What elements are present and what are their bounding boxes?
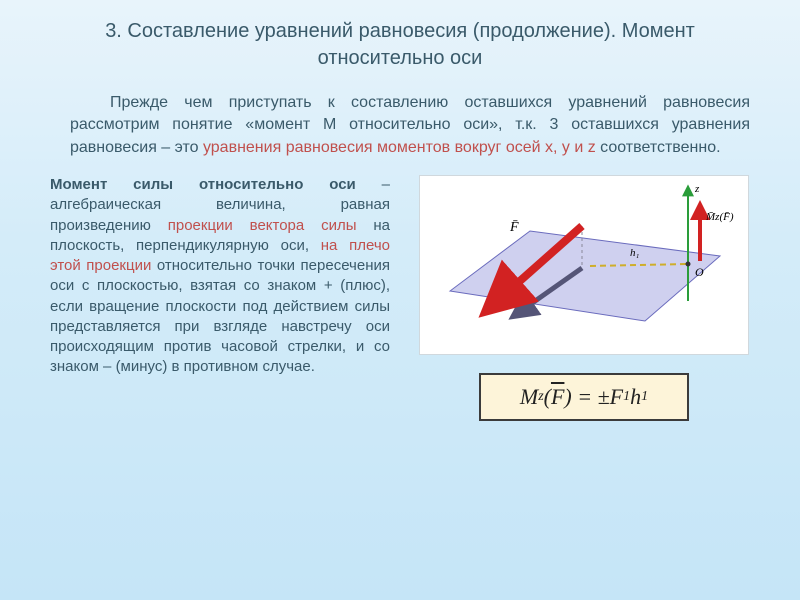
formula-pm: ± (598, 384, 610, 410)
plane (450, 231, 720, 321)
intro-highlight: уравнения равновесия моментов вокруг осе… (203, 139, 596, 156)
label-z: z (694, 183, 700, 195)
def-bold: Момент силы относительно оси (50, 176, 356, 193)
label-O: O (695, 265, 704, 279)
intro-text-2: соответственно. (596, 139, 721, 156)
origin-point (686, 262, 691, 267)
formula-F1sub: 1 (623, 389, 630, 405)
label-h: h₁ (630, 247, 640, 259)
label-F: F̄ (509, 220, 519, 235)
formula-paren-close: ) = (564, 384, 597, 410)
formula-F1: F (610, 384, 623, 410)
formula-box: Mz(F) = ±F1h1 (479, 373, 689, 421)
def-t3: относительно точки пересечения оси с пло… (50, 257, 390, 375)
definition-paragraph: Момент силы относительно оси – алгебраич… (50, 175, 390, 421)
moment-diagram: F̄ h₁ O z M̄z(F̄) (419, 175, 749, 355)
formula-M: M (520, 384, 538, 410)
formula-h1: h (630, 384, 641, 410)
formula-h1sub: 1 (641, 389, 648, 405)
formula-Farg: F (551, 384, 564, 410)
intro-paragraph: Прежде чем приступать к составлению оста… (0, 84, 800, 169)
slide-title: 3. Составление уравнений равновесия (про… (0, 0, 800, 84)
def-hl1: проекции вектора силы (168, 217, 357, 234)
formula-paren-open: ( (544, 384, 551, 410)
label-Mz: M̄z(F̄) (705, 211, 734, 223)
